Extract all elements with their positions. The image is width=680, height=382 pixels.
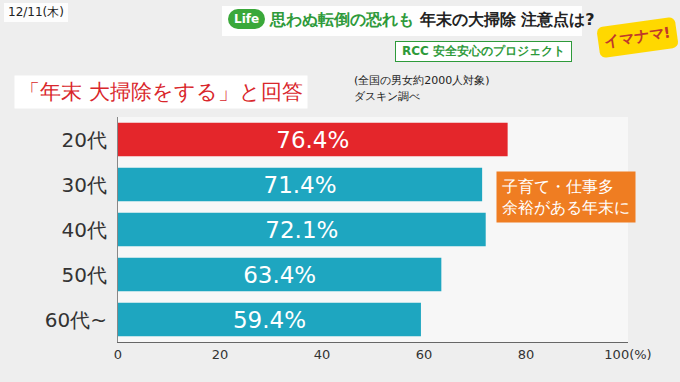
svg-text:60: 60	[416, 347, 433, 362]
svg-text:40代: 40代	[62, 218, 107, 242]
svg-text:63.4%: 63.4%	[243, 262, 316, 288]
svg-text:ダスキン調べ: ダスキン調べ	[354, 90, 420, 103]
svg-text:50代: 50代	[62, 263, 107, 287]
svg-text:80: 80	[518, 347, 535, 362]
svg-text:59.4%: 59.4%	[233, 307, 306, 333]
svg-text:子育て・仕事多余裕がある年末に: 子育て・仕事多余裕がある年末に	[502, 177, 630, 217]
svg-text:30代: 30代	[62, 173, 107, 197]
svg-text:76.4%: 76.4%	[276, 127, 349, 153]
svg-text:「年末 大掃除をする」と回答: 「年末 大掃除をする」と回答	[19, 80, 303, 104]
svg-text:71.4%: 71.4%	[264, 172, 337, 198]
html-text:Life: Life	[234, 12, 260, 26]
html-text:イマナマ!: イマナマ!	[603, 23, 672, 51]
svg-text:20: 20	[212, 347, 229, 362]
svg-text:(全国の男女約2000人対象): (全国の男女約2000人対象)	[354, 74, 490, 87]
svg-text:100(%): 100(%)	[604, 347, 651, 362]
html-text:RCC 安全安心のプロジェクト: RCC 安全安心のプロジェクト	[402, 44, 565, 58]
html-text:思わぬ転倒の恐れも 年末の大掃除 注意点は?: 思わぬ転倒の恐れも 年末の大掃除 注意点は?	[270, 10, 595, 29]
svg-text:60代~: 60代~	[45, 308, 107, 332]
html-text:12/11(木): 12/11(木)	[8, 5, 64, 19]
svg-text:0: 0	[114, 347, 122, 362]
svg-text:40: 40	[314, 347, 331, 362]
svg-text:72.1%: 72.1%	[265, 217, 338, 243]
svg-text:20代: 20代	[62, 128, 107, 152]
